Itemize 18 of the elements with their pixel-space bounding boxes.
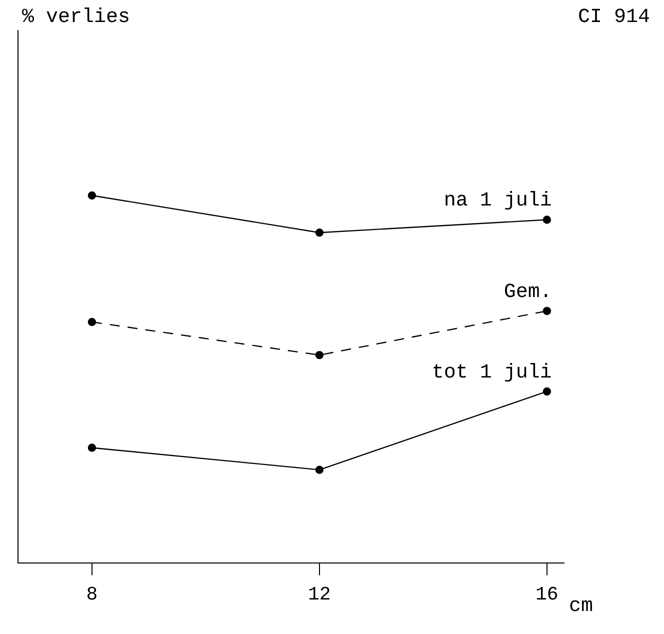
series-label: na 1 juli	[444, 190, 552, 213]
point	[88, 191, 96, 200]
x-tick-label: 8	[86, 584, 98, 606]
text: % verlies	[22, 6, 130, 29]
series-label: tot 1 juli	[432, 361, 552, 384]
point	[315, 466, 324, 474]
point	[315, 350, 324, 360]
x-axis-title: cm	[568, 595, 593, 618]
point	[542, 306, 552, 316]
series-label: Gem.	[504, 280, 552, 304]
text: CI 914	[578, 6, 650, 29]
point	[88, 444, 96, 452]
point	[315, 228, 324, 237]
point	[88, 318, 96, 326]
point	[542, 216, 552, 224]
x-tick-label: 12	[308, 584, 331, 606]
point	[542, 387, 552, 396]
x-tick-label: 16	[536, 584, 558, 606]
